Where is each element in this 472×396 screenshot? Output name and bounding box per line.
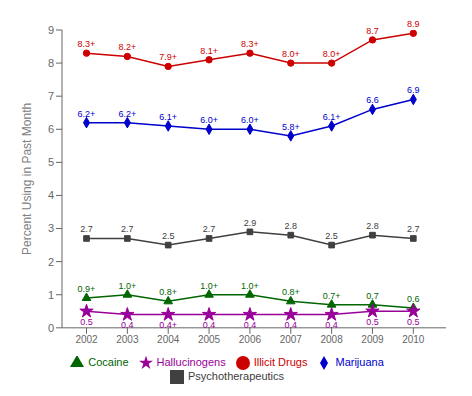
svg-text:2.9: 2.9 xyxy=(244,218,257,228)
svg-text:0.5: 0.5 xyxy=(80,317,93,327)
html-text:Psychotherapeutics: Psychotherapeutics xyxy=(188,369,284,382)
svg-text:6.2+: 6.2+ xyxy=(78,109,96,119)
svg-text:7: 7 xyxy=(48,90,54,102)
svg-text:0.7: 0.7 xyxy=(366,291,379,301)
svg-text:0: 0 xyxy=(48,322,54,334)
svg-text:0.8+: 0.8+ xyxy=(282,287,300,297)
html-text:Marijuana: Marijuana xyxy=(335,355,384,368)
svg-text:2.5: 2.5 xyxy=(325,231,338,241)
svg-text:1.0+: 1.0+ xyxy=(118,281,136,291)
svg-text:1.0+: 1.0+ xyxy=(241,281,259,291)
svg-text:6.1+: 6.1+ xyxy=(323,112,341,122)
svg-text:5.8+: 5.8+ xyxy=(282,122,300,132)
svg-text:1: 1 xyxy=(48,289,54,301)
svg-text:2010: 2010 xyxy=(402,334,425,345)
svg-text:0.5: 0.5 xyxy=(366,317,379,327)
svg-text:8: 8 xyxy=(48,57,54,69)
svg-text:2.7: 2.7 xyxy=(121,224,134,234)
svg-text:2005: 2005 xyxy=(198,334,221,345)
svg-text:6.0+: 6.0+ xyxy=(200,115,218,125)
svg-text:2009: 2009 xyxy=(361,334,384,345)
svg-text:8.0+: 8.0+ xyxy=(282,49,300,59)
svg-text:3: 3 xyxy=(48,222,54,234)
svg-text:2008: 2008 xyxy=(320,334,343,345)
svg-text:8.7: 8.7 xyxy=(366,26,379,36)
svg-text:0.4: 0.4 xyxy=(325,320,338,330)
svg-text:6.9: 6.9 xyxy=(407,85,420,95)
svg-text:2.7: 2.7 xyxy=(203,224,216,234)
svg-text:6.1+: 6.1+ xyxy=(159,112,177,122)
svg-text:2.8: 2.8 xyxy=(366,221,379,231)
svg-text:5: 5 xyxy=(48,156,54,168)
svg-text:2002: 2002 xyxy=(75,334,98,345)
svg-text:0.5: 0.5 xyxy=(407,317,420,327)
svg-text:2.8: 2.8 xyxy=(285,221,298,231)
svg-text:8.0+: 8.0+ xyxy=(323,49,341,59)
svg-text:6.0+: 6.0+ xyxy=(241,115,259,125)
svg-text:0.4: 0.4 xyxy=(203,320,216,330)
svg-text:1.0+: 1.0+ xyxy=(200,281,218,291)
svg-text:8.3+: 8.3+ xyxy=(241,39,259,49)
svg-text:0.4: 0.4 xyxy=(244,320,257,330)
svg-text:7.9+: 7.9+ xyxy=(159,52,177,62)
svg-text:0.9+: 0.9+ xyxy=(78,284,96,294)
svg-text:2: 2 xyxy=(48,256,54,268)
svg-text:8.3+: 8.3+ xyxy=(78,39,96,49)
svg-text:6.2+: 6.2+ xyxy=(118,109,136,119)
svg-text:0.6: 0.6 xyxy=(407,294,420,304)
svg-text:8.1+: 8.1+ xyxy=(200,46,218,56)
svg-text:6.6: 6.6 xyxy=(366,95,379,105)
html-text:Hallucinogens: Hallucinogens xyxy=(156,355,226,368)
svg-text:2007: 2007 xyxy=(280,334,303,345)
svg-text:2003: 2003 xyxy=(116,334,139,345)
svg-text:0.8+: 0.8+ xyxy=(159,287,177,297)
html-text:Illicit Drugs: Illicit Drugs xyxy=(253,355,308,368)
svg-text:2.7: 2.7 xyxy=(407,224,420,234)
svg-text:8.9: 8.9 xyxy=(407,19,420,29)
svg-text:4: 4 xyxy=(48,189,54,201)
svg-text:9: 9 xyxy=(48,24,54,36)
svg-text:0.4+: 0.4+ xyxy=(159,320,177,330)
svg-text:0.4: 0.4 xyxy=(285,320,298,330)
svg-text:6: 6 xyxy=(48,123,54,135)
svg-text:0.4: 0.4 xyxy=(121,320,134,330)
svg-text:2004: 2004 xyxy=(157,334,180,345)
svg-text:8.2+: 8.2+ xyxy=(118,42,136,52)
svg-text:0.7+: 0.7+ xyxy=(323,291,341,301)
svg-text:2.7: 2.7 xyxy=(80,224,93,234)
html-text:Cocaine: Cocaine xyxy=(88,355,129,368)
svg-text:2006: 2006 xyxy=(239,334,262,345)
svg-text:Percent Using in Past Month: Percent Using in Past Month xyxy=(20,103,34,255)
svg-text:2.5: 2.5 xyxy=(162,231,175,241)
